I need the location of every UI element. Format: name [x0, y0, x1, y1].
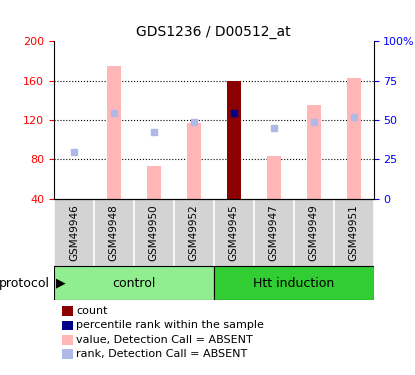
- Point: [71, 148, 77, 154]
- Point: [151, 129, 157, 135]
- Bar: [347, 78, 361, 199]
- Text: Htt induction: Htt induction: [253, 277, 334, 290]
- Title: GDS1236 / D00512_at: GDS1236 / D00512_at: [137, 25, 291, 39]
- Point: [230, 110, 237, 116]
- Text: GSM49950: GSM49950: [149, 204, 159, 261]
- Text: protocol: protocol: [0, 277, 50, 290]
- Point: [110, 110, 117, 116]
- Bar: [307, 105, 320, 199]
- Bar: [147, 166, 161, 199]
- Text: GSM49945: GSM49945: [229, 204, 239, 261]
- Bar: [227, 81, 241, 199]
- Point: [310, 119, 317, 125]
- Text: GSM49946: GSM49946: [69, 204, 79, 261]
- Text: rank, Detection Call = ABSENT: rank, Detection Call = ABSENT: [76, 349, 247, 359]
- Text: GSM49947: GSM49947: [269, 204, 278, 261]
- Text: value, Detection Call = ABSENT: value, Detection Call = ABSENT: [76, 335, 253, 345]
- Text: GSM49949: GSM49949: [309, 204, 319, 261]
- Bar: [214, 266, 374, 300]
- Point: [190, 119, 197, 125]
- Bar: [107, 66, 121, 199]
- Text: GSM49951: GSM49951: [349, 204, 359, 261]
- Text: percentile rank within the sample: percentile rank within the sample: [76, 321, 264, 330]
- Point: [270, 125, 277, 131]
- Text: control: control: [112, 277, 156, 290]
- Point: [350, 114, 357, 120]
- Bar: [267, 156, 281, 199]
- Text: GSM49948: GSM49948: [109, 204, 119, 261]
- Text: count: count: [76, 306, 107, 316]
- Text: GSM49952: GSM49952: [189, 204, 199, 261]
- Text: ▶: ▶: [56, 277, 66, 290]
- Bar: [54, 266, 214, 300]
- Bar: [187, 123, 201, 199]
